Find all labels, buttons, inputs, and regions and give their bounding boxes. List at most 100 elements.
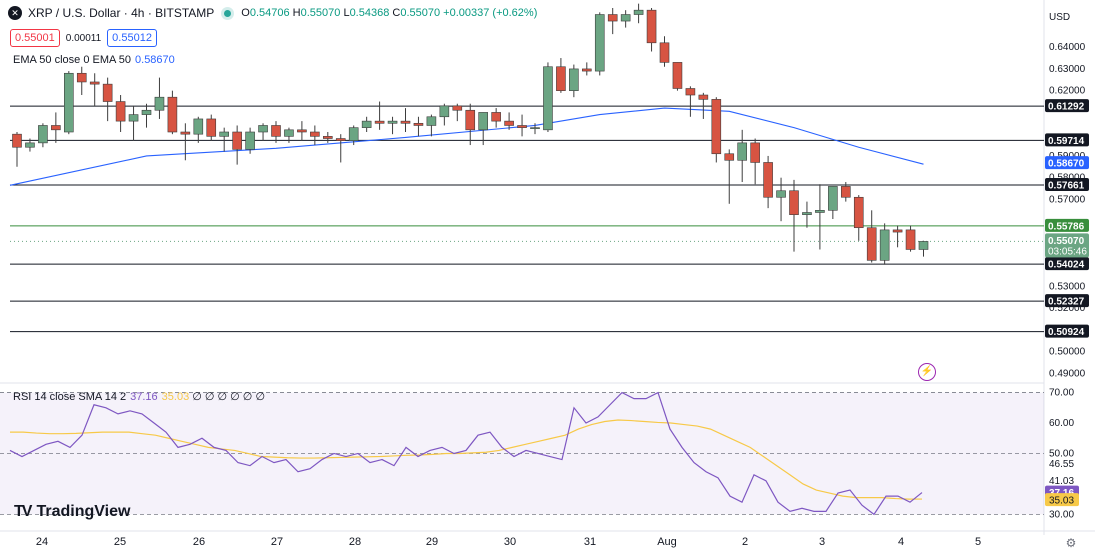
candle-body xyxy=(465,109,476,131)
candle-body xyxy=(737,142,748,161)
lightning-icon[interactable]: ⚡ xyxy=(918,363,936,381)
rsi-sma-line xyxy=(10,419,923,500)
ema-legend-value: 0.58670 xyxy=(135,54,175,66)
ema-legend-label: EMA 50 close 0 EMA 50 xyxy=(13,54,132,66)
price-tick-label: 0.53000 xyxy=(1049,281,1086,292)
tradingview-logo[interactable]: TV TradingView xyxy=(14,503,130,521)
candle xyxy=(905,225,916,252)
candle-body xyxy=(607,14,618,22)
rsi-tick-label: 30.00 xyxy=(1049,509,1074,520)
candle-body xyxy=(413,122,424,126)
candle-body xyxy=(517,125,527,128)
currency-label[interactable]: USD xyxy=(1049,12,1071,23)
candle-body xyxy=(840,186,851,198)
candle-body xyxy=(659,42,670,63)
level-label-bg xyxy=(1045,99,1089,113)
level-label-bg xyxy=(1045,218,1089,232)
candle-body xyxy=(581,68,592,72)
candle-body xyxy=(698,94,709,100)
candle-body xyxy=(789,190,799,215)
candle xyxy=(167,90,178,135)
candle xyxy=(776,177,786,222)
level-label: 0.50924 xyxy=(1048,327,1085,338)
buy-button[interactable]: 0.55012 xyxy=(107,29,157,47)
candle-body xyxy=(271,125,281,137)
candle-body xyxy=(89,81,100,85)
rsi-tick-label: 50.00 xyxy=(1049,448,1074,459)
candle-body xyxy=(853,196,864,229)
candle-body xyxy=(491,112,501,122)
time-tick-label: 30 xyxy=(504,536,516,548)
candle xyxy=(646,8,657,52)
candle xyxy=(724,149,735,204)
candle-body xyxy=(141,109,152,115)
bid-ask-widget: 0.55001 0.00011 0.55012 xyxy=(10,29,157,47)
candle xyxy=(840,182,851,202)
candle xyxy=(633,3,644,24)
candle xyxy=(711,97,722,163)
candle-body xyxy=(556,66,566,91)
candle xyxy=(556,58,566,93)
candle-body xyxy=(530,127,540,129)
ema50-line xyxy=(9,107,924,186)
candle xyxy=(569,64,579,98)
candle xyxy=(452,103,463,122)
symbol-title[interactable]: XRP / U.S. Dollar · 4h · BITSTAMP xyxy=(28,6,215,20)
candle xyxy=(478,112,489,146)
time-tick-label: 5 xyxy=(975,536,981,548)
time-tick-label: 28 xyxy=(349,536,361,548)
settings-icon[interactable]: ⚙ xyxy=(1065,536,1077,550)
candle xyxy=(76,66,87,96)
candle-body xyxy=(776,190,786,198)
candle xyxy=(504,112,514,130)
candle-body xyxy=(711,99,722,155)
candle-body xyxy=(348,127,359,142)
candle xyxy=(672,62,683,91)
candle xyxy=(219,127,229,152)
candle xyxy=(763,155,773,209)
price-tick-label: 0.52000 xyxy=(1049,303,1086,314)
last-price-label: 0.55070 xyxy=(1048,236,1085,247)
candle xyxy=(180,123,191,161)
price-tick-label: 0.49000 xyxy=(1049,368,1086,379)
candle-body xyxy=(763,162,773,198)
candle xyxy=(789,179,799,252)
candle-body xyxy=(569,68,579,91)
rsi-tick-label: 70.00 xyxy=(1049,388,1074,399)
candle-body xyxy=(633,9,644,15)
level-label: 0.57661 xyxy=(1048,181,1085,192)
candle xyxy=(38,123,48,148)
candle-body xyxy=(426,116,437,126)
candle-body xyxy=(12,133,22,148)
tradingview-wordmark: TradingView xyxy=(36,503,131,520)
symbol-header: ✕ XRP / U.S. Dollar · 4h · BITSTAMP O0.5… xyxy=(8,6,537,20)
level-label-bg xyxy=(1045,324,1089,338)
candle xyxy=(866,210,877,263)
time-tick-label: 3 xyxy=(819,536,825,548)
sell-button[interactable]: 0.55001 xyxy=(10,29,60,47)
candle-body xyxy=(918,241,929,250)
candle-body xyxy=(128,114,139,122)
level-label-bg xyxy=(1045,178,1089,192)
candle-body xyxy=(180,131,191,135)
market-open-icon xyxy=(224,9,232,17)
countdown-label: 03:05:46 xyxy=(1048,246,1087,257)
candle xyxy=(517,114,527,137)
candle xyxy=(297,121,307,141)
candle xyxy=(853,195,864,241)
price-tick-label: 0.64000 xyxy=(1049,42,1086,53)
candle-body xyxy=(115,101,126,122)
candle xyxy=(815,184,825,250)
rsi-legend[interactable]: RSI 14 close SMA 14 2 37.16 35.03 ∅ ∅ ∅ ∅ … xyxy=(13,390,265,403)
candle xyxy=(530,123,540,135)
candle-body xyxy=(504,120,514,126)
candle xyxy=(698,92,709,119)
ema-legend[interactable]: EMA 50 close 0 EMA 50 0.58670 xyxy=(13,54,175,66)
candle xyxy=(465,103,476,146)
candle xyxy=(879,223,890,265)
time-tick-label: 27 xyxy=(271,536,283,548)
candle xyxy=(25,138,35,152)
rsi-sma-bg xyxy=(1045,493,1079,507)
candle-body xyxy=(892,229,903,233)
